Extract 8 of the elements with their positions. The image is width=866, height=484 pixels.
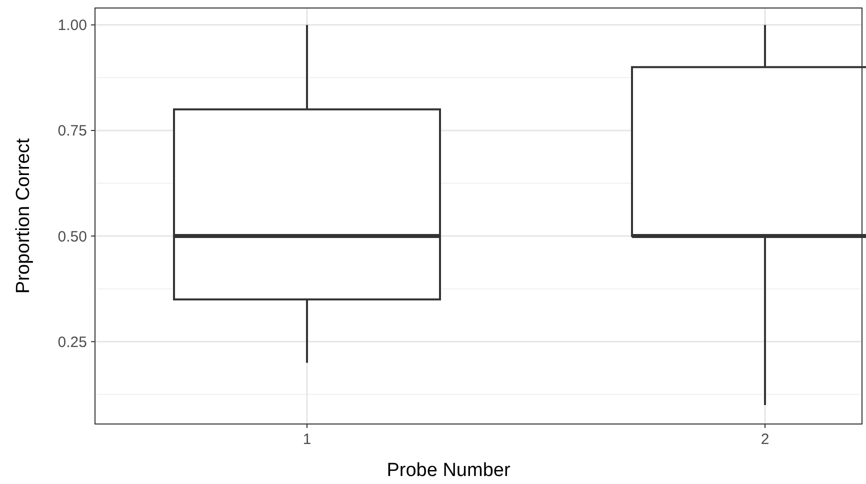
x-tick-label: 2 [760, 431, 770, 448]
y-tick-label: 0.50 [58, 228, 87, 246]
x-axis-title: Probe Number [386, 460, 511, 481]
y-tick-label: 0.25 [58, 334, 87, 351]
x-tick-label: 1 [302, 431, 312, 448]
y-tick-label: 1.00 [58, 17, 87, 34]
y-axis-title: Proportion Correct [13, 138, 34, 294]
y-tick-label: 0.75 [58, 122, 87, 140]
